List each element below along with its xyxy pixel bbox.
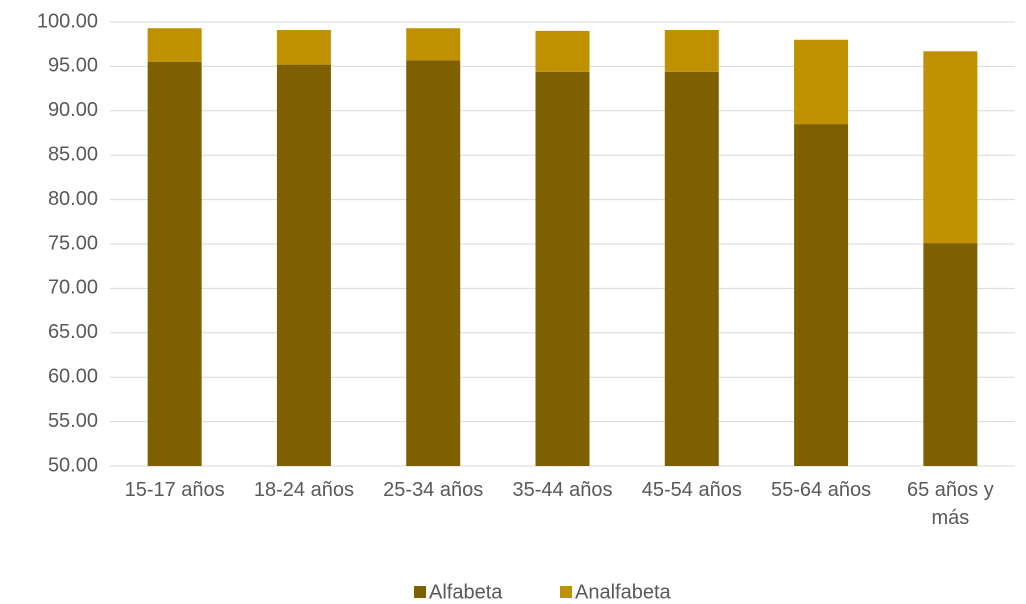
x-tick-label: 55-64 años xyxy=(771,479,872,501)
y-tick-label: 50.00 xyxy=(48,454,98,476)
bar-segment xyxy=(535,71,590,466)
y-tick-label: 60.00 xyxy=(48,365,98,387)
legend-swatch xyxy=(414,586,426,598)
y-tick-label: 65.00 xyxy=(48,321,98,343)
bar-segment xyxy=(406,28,461,61)
bar-segment xyxy=(147,28,202,62)
legend-swatch xyxy=(560,586,572,598)
x-tick-label: 35-44 años xyxy=(512,479,613,501)
x-tick-label: 45-54 años xyxy=(641,479,742,501)
bar-segment xyxy=(406,60,461,467)
bar-segment xyxy=(794,124,849,467)
bar-segment xyxy=(664,71,719,466)
y-tick-label: 75.00 xyxy=(48,232,98,254)
y-tick-label: 85.00 xyxy=(48,143,98,165)
legend-label: Analfabeta xyxy=(575,581,672,603)
y-tick-label: 80.00 xyxy=(48,188,98,210)
bar-segment xyxy=(276,29,331,65)
x-tick-label: 25-34 años xyxy=(383,479,484,501)
bar-segment xyxy=(794,39,849,125)
bar-segment xyxy=(664,29,719,72)
bar-segment xyxy=(535,30,590,72)
bar-segment xyxy=(923,51,978,244)
x-tick-label: 18-24 años xyxy=(253,479,354,501)
x-tick-label: 15-17 años xyxy=(124,479,225,501)
bar-segment xyxy=(276,64,331,467)
y-tick-label: 95.00 xyxy=(48,55,98,77)
bar-segment xyxy=(923,243,978,466)
y-tick-label: 55.00 xyxy=(48,410,98,432)
x-tick-label: 65 años y más xyxy=(906,479,994,529)
y-tick-label: 70.00 xyxy=(48,277,98,299)
y-tick-label: 90.00 xyxy=(48,99,98,121)
y-tick-label: 100.00 xyxy=(37,10,98,32)
bar-segment xyxy=(147,61,202,467)
legend-label: Alfabeta xyxy=(429,581,503,603)
